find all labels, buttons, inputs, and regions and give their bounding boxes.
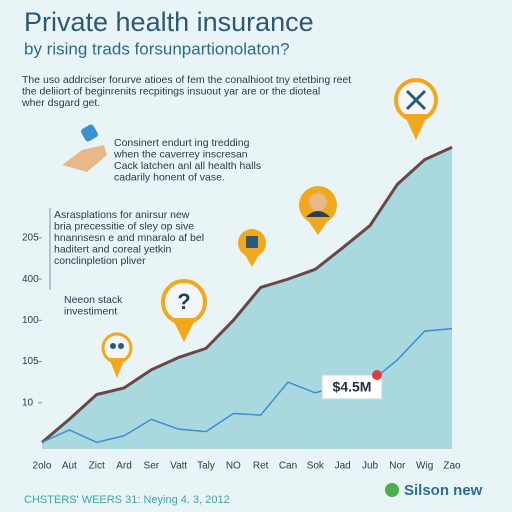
annotation-line: the deliiort of beginrenits recpitings i… [22,85,320,97]
x-tick-label: Wig [416,461,433,472]
x-tick-label: Sok [307,461,325,472]
annotation-line: bria precessitie of sley op sive [54,220,194,232]
pin: ? [161,279,207,342]
chart-subtitle: by rising trads forsunpartionolaton? [24,39,290,58]
line [41,327,453,444]
footer: CHSTERS' WEERS 31: Neying 4. 3, 2012 [24,494,230,506]
x-tick-label: Aut [62,461,77,472]
y-tick-label: 100 [22,315,39,326]
x-tick-label: NO [226,461,241,472]
x-tick-label: Jub [362,461,379,472]
annotation-line: haditert and coreal yetkin [54,243,171,255]
y-tick-label: 105 [22,356,39,367]
x-tick-label: Jad [335,461,351,472]
annotation-line: Asrasplations for anirsur new [54,209,190,221]
pin [394,78,438,140]
x-tick-label: Ard [116,461,132,472]
pin [238,229,266,267]
plot-area [41,145,453,450]
y-tick-label: 10 [22,397,34,408]
annotation-line: when the caverrey inscresan [113,148,248,160]
annotation-line: wher dsgard get. [21,97,100,109]
annotation-line: cadarily honent of vase. [114,171,225,183]
annotation-line: The uso addrciser forurve atioes of fem … [22,74,351,86]
x-tick-label: Vatt [170,461,187,472]
line [41,145,453,444]
annotation-line: hnannsesn e and mnaralo af bel [54,232,204,244]
value-note-box [321,374,383,400]
chart-title: Private health insurance [24,7,314,37]
x-tick-label: Ret [253,461,269,472]
annotation-line: investiment [64,305,117,317]
svg-text:?: ? [177,289,190,314]
brand-logo [385,483,399,497]
y-tick-label: 205 [22,233,39,244]
x-tick-label: Taly [197,461,215,472]
x-tick-label: Can [279,461,297,472]
pin [101,332,133,378]
annotation-line: Neeon stack [64,294,123,306]
value-note: $4.5M [333,379,372,395]
annotation-line: Cack latchen anl all health halls [114,160,261,172]
x-tick-label: Zao [443,461,461,472]
x-tick-label: 2olo [33,461,52,472]
y-tick-label: 400 [22,274,39,285]
hand-icon [62,124,107,172]
brand: Silson new [404,482,483,499]
note-dot [372,370,382,380]
x-tick-label: Nor [389,461,406,472]
annotation-line: Consinert endurt ing tredding [114,137,250,149]
annotation-line: conclinpletion pliver [54,255,146,267]
area [42,147,452,450]
x-tick-label: Ser [144,461,160,472]
pins: ? [62,78,438,378]
pin [299,186,337,235]
x-tick-label: Zict [89,461,105,472]
